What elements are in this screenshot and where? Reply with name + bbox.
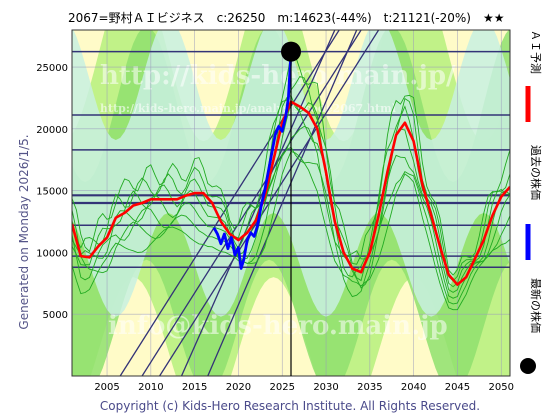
x-tick-label: 2010 [138,382,163,393]
legend-swatch-dot [520,358,536,374]
x-tick-label: 2030 [313,382,338,393]
watermark-email: info@kids-hero.main.jp [108,311,448,341]
trend-line [141,30,362,376]
legend-label: 過去の株価 [529,145,543,200]
watermark-layer: http://kids-hero.main.jp/http://kids-her… [100,61,456,341]
copyright-footer: Copyright (c) Kids-Hero Research Institu… [100,399,480,413]
x-tick-label: 2045 [445,382,470,393]
marker-layer [281,41,301,376]
x-tick-label: 2035 [357,382,382,393]
watermark-page-url: http://kids-hero.main.jp/analysis/code20… [100,102,396,115]
y-tick-label: 20000 [36,125,68,136]
trend-line [180,30,336,376]
legend-label: ＡＩ予測 [529,30,543,74]
x-tick-label: 2050 [489,382,514,393]
y-tick-label: 5000 [43,310,68,321]
watermark-url: http://kids-hero.main.jp/ [100,61,456,91]
legend-label: 最新の株価 [529,278,543,333]
y-tick-label: 25000 [36,63,68,74]
x-tick-label: 2040 [401,382,426,393]
trend-line [119,30,340,376]
trend-line [207,30,358,376]
y-tick-label: 10000 [36,248,68,259]
x-tick-label: 2020 [226,382,251,393]
generated-date-note: Generated on Monday 2026/1/5. [17,134,31,329]
axis-layer: 2005 2010 2015 2020 2025 2030 2035 2040 2045 2050… [36,63,514,393]
x-tick-label: 2015 [182,382,207,393]
chart-title: 2067=野村ＡＩビジネス c:26250 m:14623(-44%) t:21… [68,11,504,25]
y-tick-label: 15000 [36,187,68,198]
past-price-line [212,51,293,270]
latest-price-dot [281,41,301,62]
x-tick-label: 2005 [94,382,119,393]
x-tick-label: 2025 [270,382,295,393]
